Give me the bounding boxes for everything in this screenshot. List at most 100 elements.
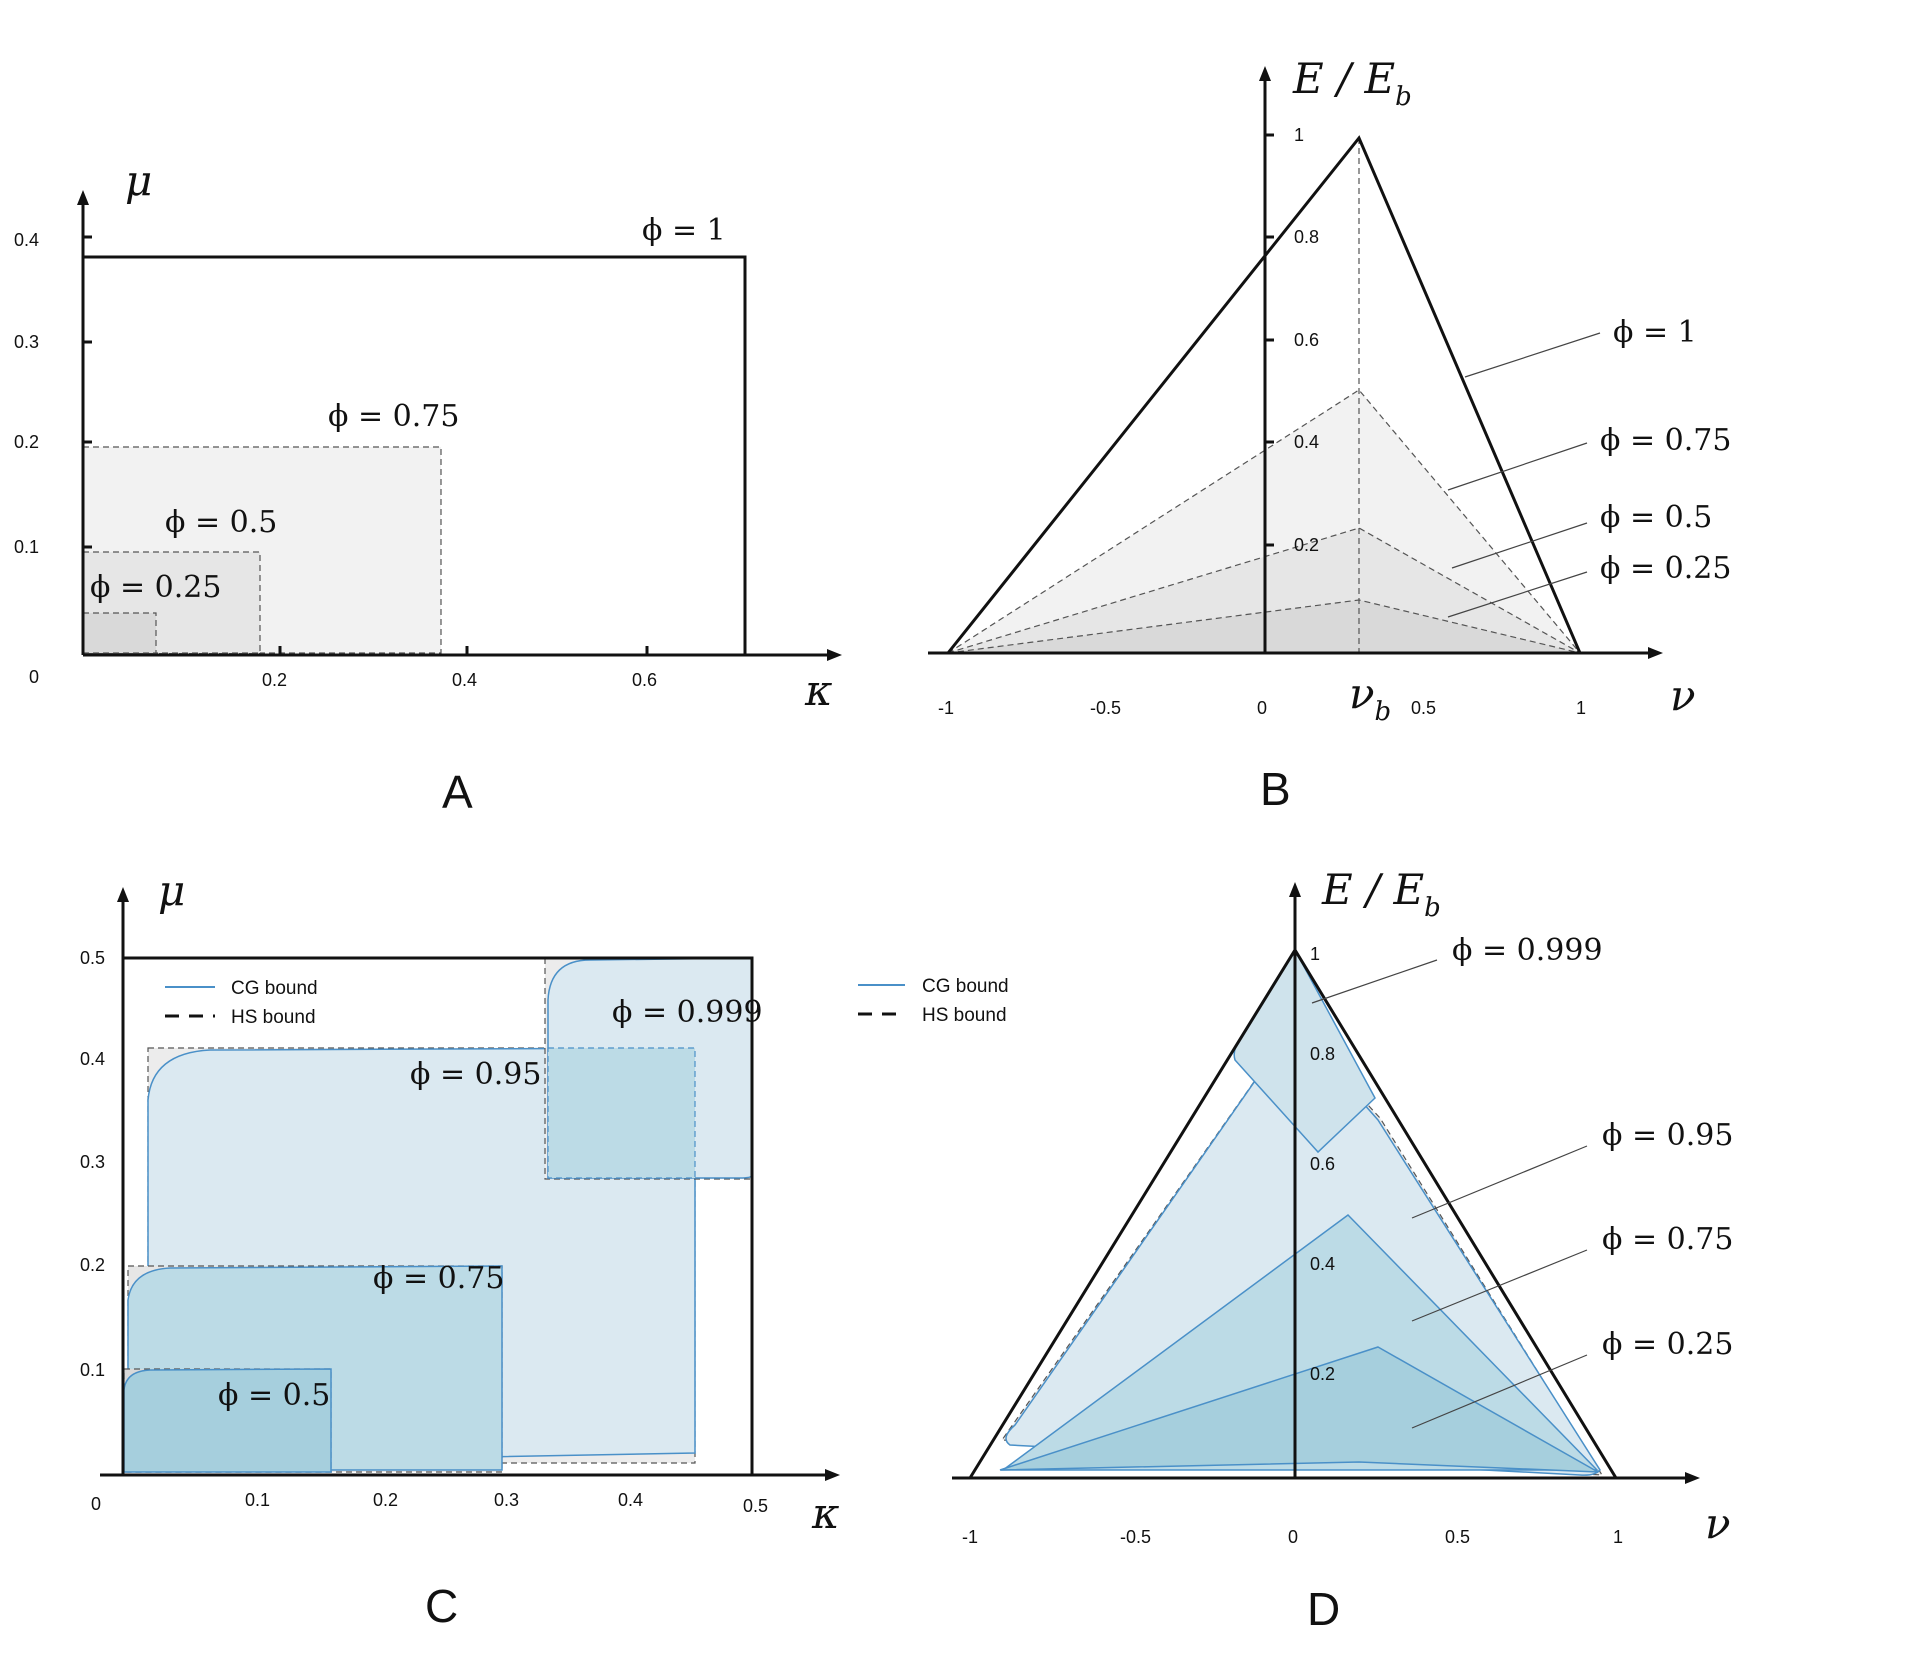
b-ytick-label: 0.2 bbox=[1294, 535, 1319, 555]
b-label-phi-0.5: ϕ = 0.5 bbox=[1600, 500, 1712, 535]
d-legend-hs-label: HS bound bbox=[922, 1005, 1007, 1026]
a-x-arrow bbox=[827, 649, 842, 661]
d-leader-phi-0.25 bbox=[1411, 1354, 1588, 1429]
panel-b: 0.2 0.4 0.6 0.8 1 -1 -0.5 0 0.5 1 νb E /… bbox=[928, 54, 1731, 815]
d-ytick-label: 1 bbox=[1310, 944, 1320, 964]
b-xtick-label: 0.5 bbox=[1411, 698, 1436, 718]
a-label-phi-0.75: ϕ = 0.75 bbox=[328, 399, 459, 434]
b-x-axis-label: ν bbox=[1670, 671, 1696, 720]
a-origin-label: 0 bbox=[29, 667, 39, 687]
b-leader-phi-0.75 bbox=[1447, 442, 1588, 491]
c-label-phi-0.999: ϕ = 0.999 bbox=[612, 995, 763, 1030]
c-ytick-label: 0.1 bbox=[80, 1360, 105, 1380]
b-ytick-label: 0.8 bbox=[1294, 227, 1319, 247]
b-leader-phi-0.25 bbox=[1447, 571, 1588, 618]
d-xtick-label: 1 bbox=[1613, 1527, 1623, 1547]
c-xtick-label: 0.4 bbox=[618, 1490, 643, 1510]
c-xtick-label: 0.5 bbox=[743, 1496, 768, 1516]
a-ytick-label: 0.1 bbox=[14, 537, 39, 557]
a-xtick-label: 0.6 bbox=[632, 670, 657, 690]
d-leader-phi-0.999 bbox=[1311, 959, 1438, 1004]
panel-d: CG bound HS bound 0.2 0.4 0.6 0.8 1 -1 -… bbox=[858, 865, 1733, 1635]
a-ytick-label: 0.2 bbox=[14, 432, 39, 452]
c-y-arrow bbox=[117, 887, 129, 902]
d-ytick-label: 0.4 bbox=[1310, 1254, 1335, 1274]
b-xtick-label: -0.5 bbox=[1090, 698, 1121, 718]
a-xtick-label: 0.4 bbox=[452, 670, 477, 690]
d-ytick-label: 0.2 bbox=[1310, 1364, 1335, 1384]
d-xtick-label: 0.5 bbox=[1445, 1527, 1470, 1547]
c-legend-hs-label: HS bound bbox=[231, 1007, 316, 1028]
panel-c: 0.1 0.2 0.3 0.4 0.5 0 0.1 0.2 0.3 0.4 0.… bbox=[80, 866, 840, 1632]
d-leader-phi-0.75 bbox=[1411, 1249, 1588, 1322]
b-xtick-label: 1 bbox=[1576, 698, 1586, 718]
b-ytick-label: 1 bbox=[1294, 125, 1304, 145]
b-x-arrow bbox=[1648, 647, 1663, 659]
d-legend-cg-label: CG bound bbox=[922, 976, 1009, 997]
b-leader-phi-0.5 bbox=[1451, 522, 1588, 569]
c-ytick-label: 0.3 bbox=[80, 1152, 105, 1172]
d-label-phi-0.75: ϕ = 0.75 bbox=[1602, 1222, 1733, 1257]
d-ytick-label: 0.8 bbox=[1310, 1044, 1335, 1064]
d-xtick-label: -1 bbox=[962, 1527, 978, 1547]
a-panel-label: A bbox=[442, 766, 473, 818]
c-overlap-0.999-0.95 bbox=[547, 1047, 696, 1179]
d-xtick-label: 0 bbox=[1288, 1527, 1298, 1547]
d-label-phi-0.25: ϕ = 0.25 bbox=[1602, 1327, 1733, 1362]
d-leader-phi-0.95 bbox=[1411, 1145, 1588, 1219]
b-ytick-label: 0.4 bbox=[1294, 432, 1319, 452]
a-region-phi-1 bbox=[83, 255, 747, 655]
a-label-phi-1: ϕ = 1 bbox=[642, 213, 726, 248]
d-panel-label: D bbox=[1307, 1583, 1340, 1635]
c-ytick-label: 0.4 bbox=[80, 1049, 105, 1069]
b-label-phi-1: ϕ = 1 bbox=[1613, 315, 1697, 350]
c-y-axis-label: μ bbox=[158, 866, 185, 915]
d-label-phi-0.95: ϕ = 0.95 bbox=[1602, 1118, 1733, 1153]
a-y-arrow bbox=[77, 190, 89, 205]
c-origin-label: 0 bbox=[91, 1494, 101, 1514]
a-label-phi-0.5: ϕ = 0.5 bbox=[165, 505, 277, 540]
a-y-axis-label: μ bbox=[125, 156, 152, 205]
d-y-arrow bbox=[1289, 882, 1301, 897]
c-label-phi-0.95: ϕ = 0.95 bbox=[410, 1057, 541, 1092]
a-x-axis-label: κ bbox=[804, 666, 833, 715]
c-legend-cg-label: CG bound bbox=[231, 978, 318, 999]
c-x-axis-label: κ bbox=[811, 1489, 840, 1538]
d-cg-phi-0.25 bbox=[999, 1346, 1599, 1473]
b-xtick-label: -1 bbox=[938, 698, 954, 718]
b-label-phi-0.75: ϕ = 0.75 bbox=[1600, 423, 1731, 458]
a-label-phi-0.25: ϕ = 0.25 bbox=[90, 570, 221, 605]
d-xtick-label: -0.5 bbox=[1120, 1527, 1151, 1547]
d-ytick-label: 0.6 bbox=[1310, 1154, 1335, 1174]
a-xtick-label: 0.2 bbox=[262, 670, 287, 690]
a-region-phi-0.25 bbox=[82, 612, 157, 654]
c-xtick-label: 0.3 bbox=[494, 1490, 519, 1510]
d-y-axis-label: E / Eb bbox=[1321, 865, 1441, 923]
b-vb-label: νb bbox=[1349, 669, 1391, 727]
c-xtick-label: 0.1 bbox=[245, 1490, 270, 1510]
c-ytick-label: 0.5 bbox=[80, 948, 105, 968]
c-legend: CG bound HS bound bbox=[165, 978, 318, 1028]
d-legend: CG bound HS bound bbox=[858, 976, 1009, 1026]
panel-a: 0.1 0.2 0.3 0.4 0 0.2 0.4 0.6 μ κ ϕ = 1 … bbox=[14, 156, 842, 818]
b-leader-phi-1 bbox=[1464, 332, 1601, 378]
a-ytick-label: 0.4 bbox=[14, 230, 39, 250]
d-x-arrow bbox=[1685, 1472, 1700, 1484]
c-label-phi-0.75: ϕ = 0.75 bbox=[373, 1261, 504, 1296]
c-outer-box bbox=[123, 956, 754, 1475]
c-ytick-label: 0.2 bbox=[80, 1255, 105, 1275]
d-x-axis-label: ν bbox=[1705, 1499, 1731, 1548]
c-x-arrow bbox=[825, 1469, 840, 1481]
c-xtick-label: 0.2 bbox=[373, 1490, 398, 1510]
b-panel-label: B bbox=[1260, 763, 1291, 815]
b-label-phi-0.25: ϕ = 0.25 bbox=[1600, 551, 1731, 586]
b-xtick-label: 0 bbox=[1257, 698, 1267, 718]
d-label-phi-0.999: ϕ = 0.999 bbox=[1452, 933, 1603, 968]
c-panel-label: C bbox=[425, 1580, 458, 1632]
b-ytick-label: 0.6 bbox=[1294, 330, 1319, 350]
c-label-phi-0.5: ϕ = 0.5 bbox=[218, 1378, 330, 1413]
b-y-arrow bbox=[1259, 66, 1271, 81]
a-ytick-label: 0.3 bbox=[14, 332, 39, 352]
b-y-axis-label: E / Eb bbox=[1292, 54, 1412, 112]
